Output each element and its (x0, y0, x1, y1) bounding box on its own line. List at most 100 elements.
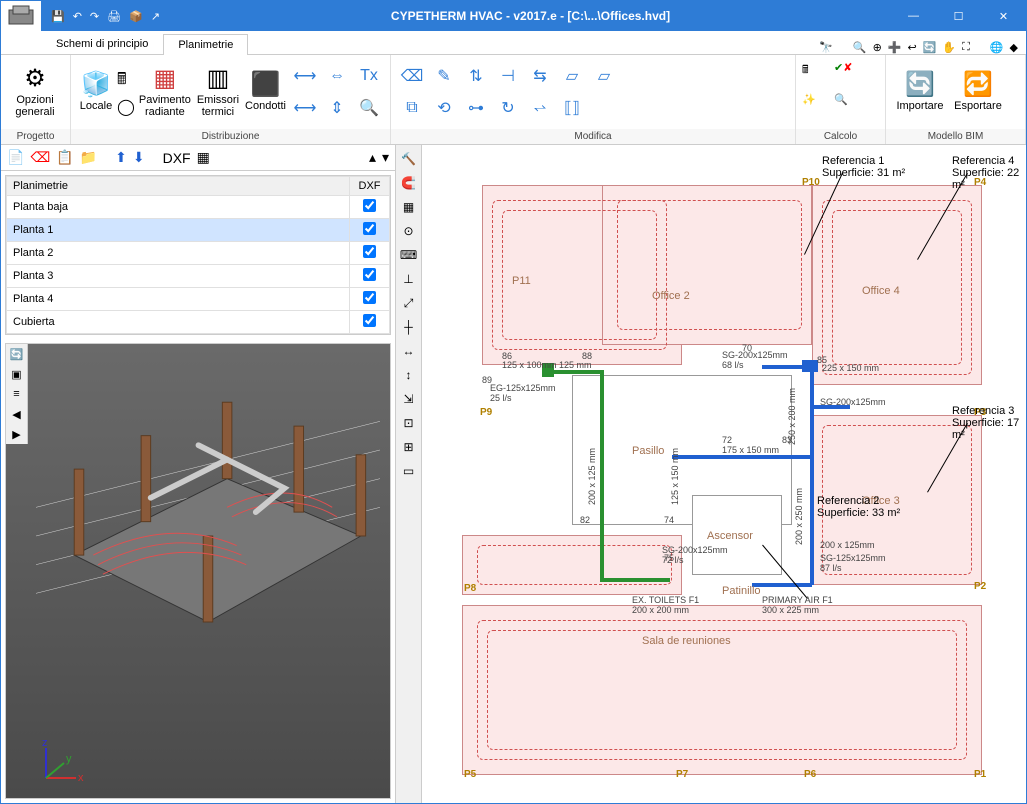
collapse-up-icon[interactable]: ▴ (369, 149, 376, 166)
locale-button[interactable]: 🧊Locale (77, 58, 115, 126)
locale-calc-icon[interactable]: 🖩 (117, 68, 135, 95)
plan-canvas[interactable]: P11 Office 2 Office 4 Office 3 Pasillo A… (422, 145, 1026, 803)
minimize-button[interactable]: — (891, 1, 936, 31)
plan-dxf-check[interactable] (350, 265, 390, 288)
zoom-extents-icon[interactable]: ⊕ (873, 41, 882, 54)
opzioni-button[interactable]: ⚙Opzioni generali (7, 58, 63, 126)
dim-d2: EG-125x125mm 25 l/s (490, 383, 556, 403)
pavimento-button[interactable]: ▦Pavimento radiante (137, 58, 193, 126)
help-icon[interactable]: ◆ (1010, 41, 1018, 54)
down-icon[interactable]: ⬇ (133, 149, 145, 166)
close-button[interactable]: ✕ (981, 1, 1026, 31)
check-icon[interactable]: ✔✘ (834, 61, 864, 91)
align-icon[interactable]: ⊣ (493, 61, 523, 91)
ortho-icon[interactable]: ┼ (399, 317, 419, 337)
layer2-icon[interactable]: ▱ (589, 61, 619, 91)
connect-icon[interactable]: ⊶ (461, 93, 491, 123)
dxf-icon[interactable]: DXF (163, 150, 191, 166)
target-icon[interactable]: ⊙ (399, 221, 419, 241)
binoculars-icon[interactable]: 🔭 (819, 41, 833, 54)
plan-row[interactable]: Cubierta (7, 311, 390, 334)
tab-planimetrie[interactable]: Planimetrie (163, 34, 248, 55)
importare-button[interactable]: 🔄Importare (892, 58, 948, 126)
plan-dxf-check[interactable] (350, 311, 390, 334)
grid2-icon[interactable]: ▦ (399, 197, 419, 217)
plan-dxf-check[interactable] (350, 196, 390, 219)
condotti-button[interactable]: ⬛Condotti (243, 58, 288, 126)
undo-icon[interactable]: ↶ (73, 10, 82, 23)
plan-dxf-check[interactable] (350, 288, 390, 311)
emissori-button[interactable]: ▥Emissori termici (195, 58, 241, 126)
snap1-icon[interactable]: ↔ (399, 341, 419, 361)
plan-row[interactable]: Planta 4 (7, 288, 390, 311)
bracket-icon[interactable]: ⟦⟧ (557, 93, 587, 123)
grid-icon[interactable]: ▦ (197, 149, 210, 166)
box-icon[interactable]: 📦 (129, 10, 143, 23)
save-icon[interactable]: 💾 (51, 10, 65, 23)
duct-size-icon[interactable]: ⇔ (322, 61, 352, 91)
plan-row[interactable]: Planta 3 (7, 265, 390, 288)
collapse-down-icon[interactable]: ▾ (382, 149, 389, 166)
fullscreen-icon[interactable]: ⛶ (962, 41, 970, 54)
locale-circle-icon[interactable]: ◯ (117, 97, 135, 117)
wand-icon[interactable]: ✨ (802, 93, 832, 123)
mirror-h-icon[interactable]: ⇆ (525, 61, 555, 91)
kbd-icon[interactable]: ⌨ (399, 245, 419, 265)
plan-table: PlanimetrieDXF Planta bajaPlanta 1Planta… (5, 175, 391, 335)
plan-row[interactable]: Planta 2 (7, 242, 390, 265)
rotate-icon[interactable]: ⟲ (429, 93, 459, 123)
zoom-window-icon[interactable]: 🔍 (853, 41, 867, 54)
hammer-icon[interactable]: 🔨 (399, 149, 419, 169)
duct-text-icon[interactable]: Tx (354, 61, 384, 91)
mirror-v-icon[interactable]: ⥋ (525, 93, 555, 123)
loop-icon[interactable]: ↻ (493, 93, 523, 123)
duct-h-icon[interactable]: ⟷ (290, 61, 320, 91)
plan-name: Planta 4 (7, 288, 350, 311)
left-icon[interactable]: ◀ (6, 404, 27, 424)
exit-icon[interactable]: ↗ (151, 10, 160, 23)
globe-icon[interactable]: 🌐 (990, 41, 1004, 54)
redo-icon[interactable]: ↷ (90, 10, 99, 23)
pan-icon[interactable]: ✋ (942, 41, 956, 54)
snap2-icon[interactable]: ↕ (399, 365, 419, 385)
folder-icon[interactable]: 📁 (80, 149, 97, 166)
3d-view[interactable]: 🔄 ▣ ≡ ◀ ▶ (5, 343, 391, 799)
new-icon[interactable]: 📄 (7, 149, 24, 166)
pencil-icon[interactable]: ✎ (429, 61, 459, 91)
magnet-icon[interactable]: 🧲 (399, 173, 419, 193)
ext-icon[interactable]: ⤢ (399, 293, 419, 313)
plan-dxf-check[interactable] (350, 242, 390, 265)
plan-dxf-check[interactable] (350, 219, 390, 242)
zoom-prev-icon[interactable]: ↩ (908, 41, 917, 54)
copy2-icon[interactable]: 📋 (56, 149, 73, 166)
cube-icon[interactable]: ▣ (6, 364, 27, 384)
up-icon[interactable]: ⬆ (115, 149, 127, 166)
orbit-icon[interactable]: 🔄 (6, 344, 27, 364)
right-icon[interactable]: ▶ (6, 424, 27, 444)
refresh-icon[interactable]: 🔄 (923, 41, 937, 54)
layers-icon[interactable]: ≡ (6, 384, 27, 404)
layer-icon[interactable]: ▱ (557, 61, 587, 91)
dim-d12: 200 x 125mm (820, 540, 875, 550)
duct-arrow-icon[interactable]: ⇕ (322, 93, 352, 123)
calc-icon[interactable]: 🖩 (802, 61, 832, 91)
zoom-in-icon[interactable]: ➕ (888, 41, 902, 54)
snap4-icon[interactable]: ⊡ (399, 413, 419, 433)
eraser-icon[interactable]: ⌫ (397, 61, 427, 91)
duct-search-icon[interactable]: 🔍 (354, 93, 384, 123)
tab-schemi[interactable]: Schemi di principio (41, 33, 163, 54)
print-icon[interactable]: 🖨 (107, 10, 121, 23)
perp-icon[interactable]: ⊥ (399, 269, 419, 289)
copy-icon[interactable]: ⧉ (397, 93, 427, 123)
snap5-icon[interactable]: ⊞ (399, 437, 419, 457)
move-v-icon[interactable]: ⇅ (461, 61, 491, 91)
delete-icon[interactable]: ⌫ (30, 149, 50, 166)
maximize-button[interactable]: ☐ (936, 1, 981, 31)
duct-v-icon[interactable]: ⟷ (290, 93, 320, 123)
magnify-icon[interactable]: 🔍 (834, 93, 864, 123)
snap3-icon[interactable]: ⇲ (399, 389, 419, 409)
snap6-icon[interactable]: ▭ (399, 461, 419, 481)
esportare-button[interactable]: 🔁Esportare (950, 58, 1006, 126)
plan-row[interactable]: Planta 1 (7, 219, 390, 242)
plan-row[interactable]: Planta baja (7, 196, 390, 219)
